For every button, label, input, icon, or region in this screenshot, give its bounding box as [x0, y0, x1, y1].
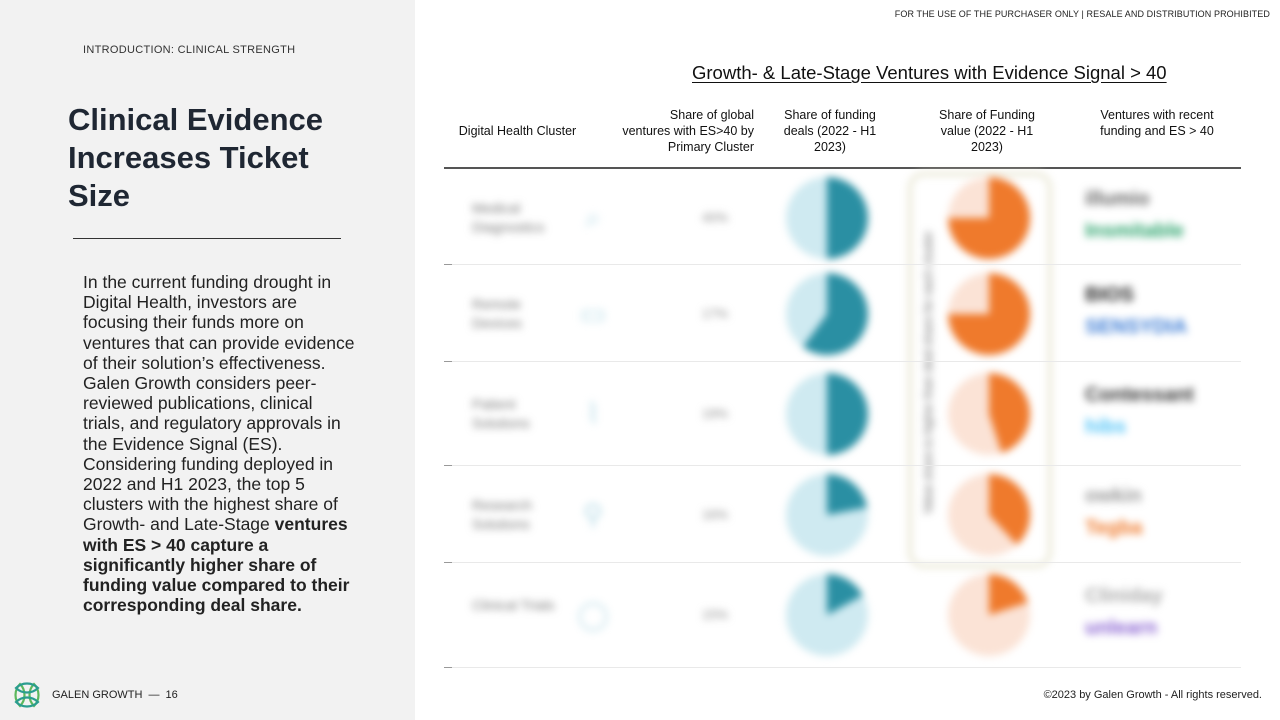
- page-number: 16: [165, 689, 178, 701]
- deals-pie: [786, 373, 868, 455]
- body-text-bold: ventures with ES > 40 capture a signific…: [83, 514, 350, 616]
- value-pie-slice: [948, 176, 1030, 259]
- cluster-name: Clinical Trials: [472, 597, 555, 613]
- deals-pie-slice: [827, 473, 868, 515]
- deals-pie-slice: [802, 272, 868, 355]
- share-global-value: 16%: [701, 506, 729, 522]
- share-global-value: 15%: [701, 607, 729, 622]
- venture-logo: Cliniday: [1085, 585, 1163, 607]
- left-panel: INTRODUCTION: CLINICAL STRENGTH Clinical…: [0, 0, 415, 720]
- molecule-icon: ⚲: [582, 498, 604, 530]
- venture-logo: Insmitable: [1085, 219, 1184, 242]
- deals-pie: [786, 473, 868, 556]
- value-pie: [948, 176, 1030, 259]
- deals-pie-slice: [827, 373, 868, 455]
- cluster-name: Research Solutions: [472, 496, 532, 532]
- col-header-share-deals: Share of funding deals (2022 - H1 2023): [783, 108, 877, 154]
- venture-logo: unlearn: [1085, 617, 1158, 639]
- cluster-name: Medical Diagnostics: [472, 199, 545, 235]
- cluster-name: Remote Devices: [472, 295, 522, 331]
- table-title: Growth- & Late-Stage Ventures with Evide…: [692, 62, 1167, 83]
- shield-icon: ◯: [577, 599, 609, 630]
- header-divider: [444, 167, 1241, 169]
- disclaimer: FOR THE USE OF THE PURCHASER ONLY | RESA…: [894, 9, 1270, 19]
- deals-pie: [786, 574, 868, 656]
- cluster-name: Patient Solutions: [472, 396, 530, 431]
- chart-icon: ⌇: [586, 398, 600, 429]
- deals-pie: [786, 176, 868, 259]
- copyright: ©2023 by Galen Growth - All rights reser…: [1043, 689, 1262, 701]
- col-header-share-global: Share of global ventures with ES>40 by P…: [622, 108, 754, 154]
- page-separator: —: [148, 689, 160, 701]
- brand-name: GALEN GROWTH: [52, 689, 143, 701]
- venture-logo: hibs: [1085, 416, 1127, 438]
- share-global-value: 40%: [701, 209, 729, 225]
- deals-pie-slice: [827, 176, 868, 259]
- row-divider: [444, 562, 1241, 563]
- venture-logo: illumio: [1085, 187, 1150, 210]
- deals-pie: [786, 272, 868, 355]
- body-text-regular: In the current funding drought in Digita…: [83, 272, 355, 535]
- value-pie: [948, 473, 1031, 556]
- section-label: INTRODUCTION: CLINICAL STRENGTH: [83, 44, 296, 56]
- value-pie: [948, 373, 1030, 455]
- body-text: In the current funding drought in Digita…: [83, 272, 358, 615]
- row-divider: [444, 667, 1241, 668]
- col-header-cluster: Digital Health Cluster: [458, 124, 577, 138]
- galen-growth-logo-icon: [14, 682, 40, 708]
- deals-pie-slice: [827, 574, 863, 615]
- value-pie-slice: [989, 373, 1030, 453]
- row-divider: [444, 465, 1241, 466]
- row-divider: [444, 361, 1241, 362]
- value-pie: [948, 272, 1030, 355]
- title-divider: [73, 238, 341, 239]
- share-global-value: 17%: [701, 305, 729, 321]
- venture-logo: SENSYDIA: [1085, 315, 1188, 338]
- row-divider: [444, 264, 1241, 265]
- value-pie-slice: [948, 272, 1030, 355]
- venture-logo: BIOS: [1085, 283, 1134, 306]
- col-header-ventures: Ventures with recent funding and ES > 40: [1100, 108, 1214, 138]
- value-pie-slice: [989, 574, 1028, 615]
- value-pie-slice: [989, 473, 1031, 545]
- footer-brand: GALEN GROWTH — 16: [12, 680, 178, 710]
- highlight-note: Value share is higher than deal share fo…: [921, 230, 935, 515]
- venture-logo: owkin: [1085, 484, 1142, 507]
- highlight-box: [908, 172, 1052, 568]
- venture-logo: Contessant: [1085, 384, 1194, 406]
- microscope-icon: ⌕: [585, 201, 601, 233]
- devices-icon: ▭: [579, 297, 607, 329]
- venture-logo: Tegba: [1085, 516, 1143, 539]
- share-global-value: 19%: [701, 406, 729, 421]
- value-pie: [948, 574, 1030, 656]
- slide-title: Clinical Evidence Increases Ticket Size: [68, 102, 323, 213]
- col-header-share-value: Share of Funding value (2022 - H1 2023): [939, 108, 1035, 154]
